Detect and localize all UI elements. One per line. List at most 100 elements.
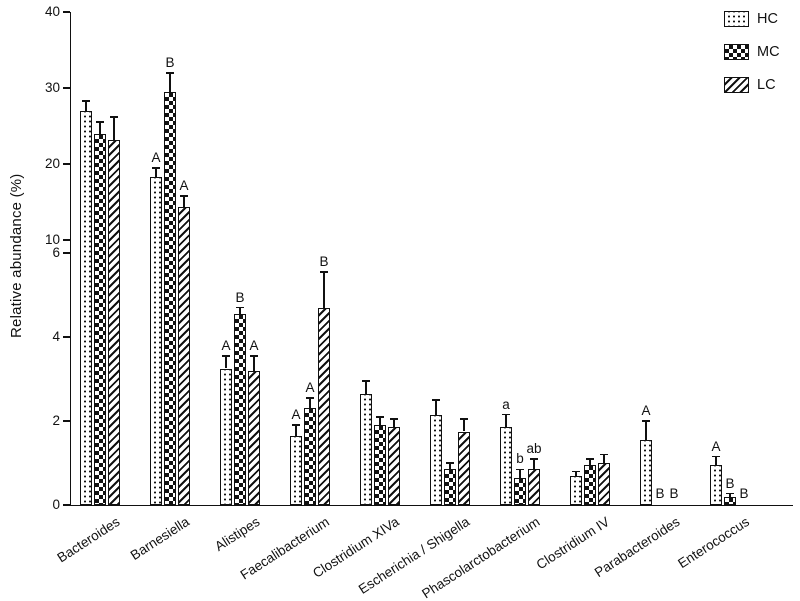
bar-lc [598, 463, 610, 505]
legend-label-lc: LC [757, 77, 776, 93]
significance-letter: B [235, 289, 245, 305]
significance-letter: b [516, 451, 524, 467]
error-bar [85, 100, 87, 111]
bar-mc [94, 133, 106, 505]
error-bar-cap [502, 413, 510, 416]
y-tick-mark [63, 87, 70, 89]
bar-lc [178, 206, 190, 505]
significance-letter: A [641, 403, 651, 418]
error-bar-cap [712, 455, 720, 458]
legend-label-hc: HC [757, 11, 778, 27]
significance-letter: B [739, 486, 749, 501]
significance-letter: A [305, 379, 315, 395]
error-bar-cap [600, 453, 608, 456]
significance-letter: B [165, 54, 175, 70]
error-bar-cap [530, 458, 538, 460]
y-tick-label: 2 [52, 413, 60, 428]
significance-letter: B [655, 486, 665, 501]
y-axis-line [69, 12, 71, 506]
legend-swatch-hc [724, 11, 749, 27]
significance-letter: B [319, 253, 329, 269]
legend-label-mc: MC [757, 44, 780, 60]
x-axis-label: Alistipes [211, 514, 263, 554]
bar-lc [248, 370, 260, 505]
error-bar-cap [96, 121, 104, 123]
error-bar [379, 416, 381, 426]
significance-letter: A [711, 438, 721, 454]
y-tick-mark [63, 504, 70, 506]
error-bar [729, 493, 731, 497]
legend-swatch-lc [724, 77, 749, 93]
y-tick-label: 6 [52, 245, 60, 260]
bar-lc [318, 307, 330, 505]
bar-mc [444, 469, 456, 505]
y-tick-mark [63, 252, 70, 254]
significance-letter: A [221, 337, 231, 353]
error-bar-cap [152, 167, 160, 169]
bar-hc [430, 414, 442, 505]
significance-letter: B [669, 486, 679, 501]
bar-lc [458, 431, 470, 505]
error-bar [99, 122, 101, 134]
error-bar-cap [572, 470, 580, 473]
error-bar [239, 307, 241, 314]
bar-hc [220, 368, 232, 505]
error-bar [155, 167, 157, 177]
error-bar [323, 271, 325, 308]
y-tick-mark [63, 163, 70, 165]
bar-mc [514, 477, 526, 505]
y-tick-mark [63, 239, 70, 241]
bar-mc [374, 425, 386, 505]
error-bar [365, 381, 367, 394]
bar-hc [360, 393, 372, 505]
error-bar-cap [320, 271, 328, 273]
x-axis-label: Bacteroides [54, 514, 123, 566]
bar-mc [234, 313, 246, 505]
error-bar [603, 454, 605, 463]
error-bar [575, 471, 577, 476]
error-bar-cap [726, 492, 734, 495]
error-bar [645, 421, 647, 440]
bar-hc [290, 435, 302, 505]
y-tick-label: 4 [52, 329, 60, 344]
error-bar [505, 414, 507, 428]
error-bar [533, 458, 535, 470]
error-bar [435, 400, 437, 415]
y-axis-label: Relative abundance (%) [8, 173, 25, 339]
y-tick-label: 30 [44, 80, 60, 95]
error-bar [169, 72, 171, 92]
error-bar-cap [222, 355, 230, 357]
bar-hc [150, 176, 162, 505]
error-bar-cap [586, 458, 594, 460]
error-bar [589, 458, 591, 466]
bar-hc [710, 465, 722, 505]
error-bar [309, 397, 311, 409]
y-tick-mark [63, 11, 70, 13]
bar-mc [164, 91, 176, 505]
significance-letter: A [151, 149, 161, 165]
error-bar-cap [460, 418, 468, 420]
error-bar-cap [642, 420, 650, 422]
y-tick-mark [63, 336, 70, 338]
bar-lc [108, 139, 120, 505]
error-bar-cap [166, 72, 174, 74]
error-bar [393, 418, 395, 428]
error-bar-cap [516, 468, 524, 471]
error-bar [449, 463, 451, 470]
x-axis-label: Phascolarctobacterium [418, 514, 543, 601]
y-tick-mark [63, 420, 70, 422]
error-bar-cap [362, 380, 370, 382]
error-bar-cap [292, 424, 300, 426]
error-bar [253, 355, 255, 371]
significance-letter: B [725, 475, 735, 491]
error-bar [225, 355, 227, 369]
significance-letter: ab [526, 440, 542, 456]
error-bar-cap [180, 195, 188, 197]
error-bar [519, 469, 521, 478]
error-bar-cap [82, 100, 90, 102]
significance-letter: a [502, 396, 510, 412]
bar-lc [388, 427, 400, 505]
error-bar-cap [306, 397, 314, 399]
error-bar [295, 425, 297, 436]
